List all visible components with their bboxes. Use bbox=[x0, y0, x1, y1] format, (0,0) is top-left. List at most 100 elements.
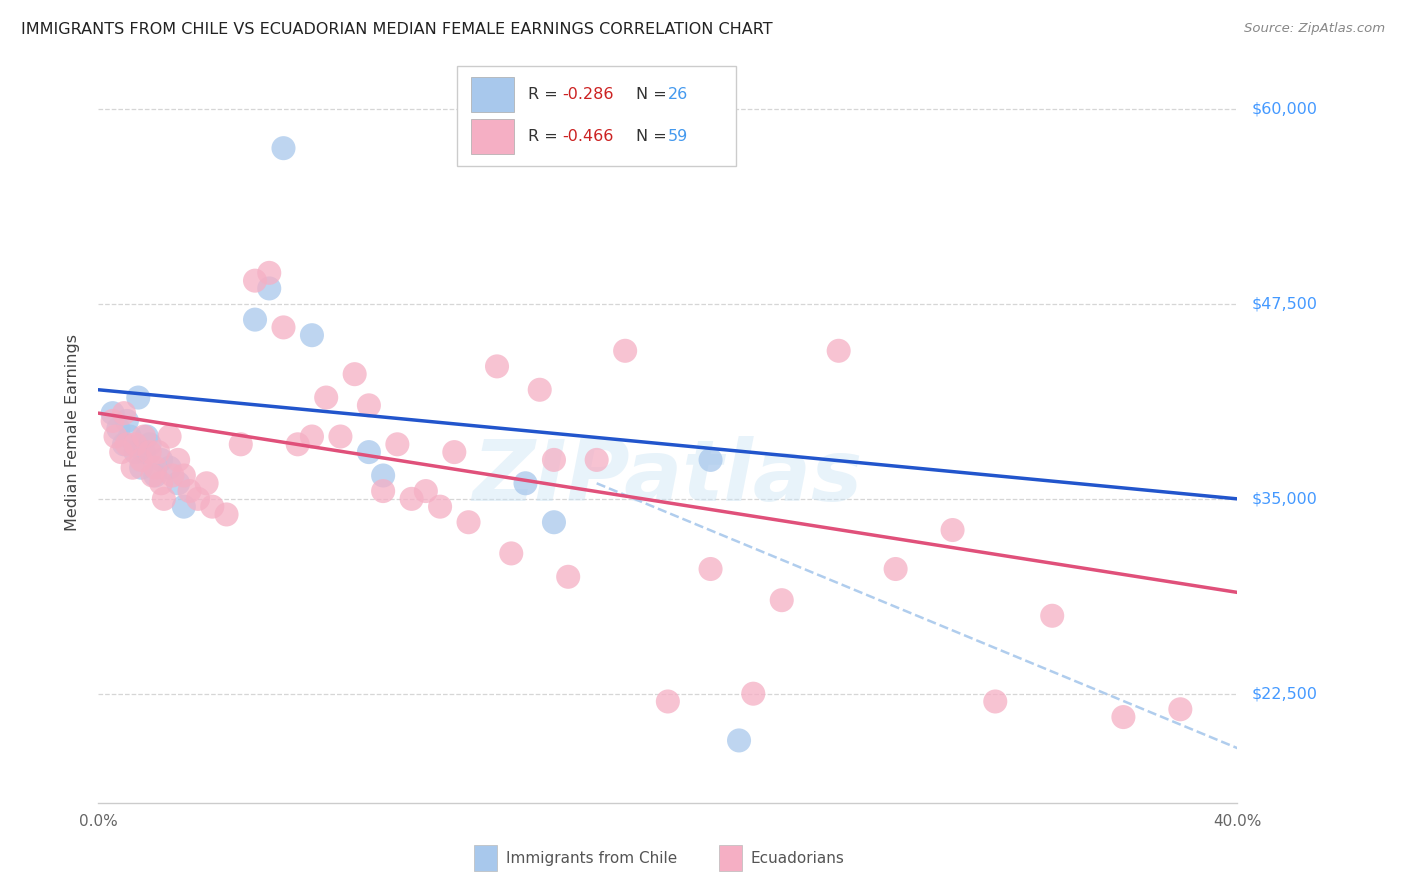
Point bbox=[273, 141, 295, 155]
Point bbox=[457, 515, 479, 529]
Point bbox=[167, 453, 190, 467]
Point bbox=[543, 453, 565, 467]
Point bbox=[173, 468, 195, 483]
Point bbox=[243, 274, 266, 288]
Point bbox=[942, 523, 965, 537]
Point bbox=[112, 437, 135, 451]
Point bbox=[215, 508, 238, 522]
Point bbox=[115, 437, 138, 451]
Point bbox=[201, 500, 224, 514]
Point bbox=[115, 414, 138, 428]
Point bbox=[129, 453, 152, 467]
Point bbox=[159, 460, 181, 475]
Point bbox=[373, 468, 395, 483]
Text: $47,500: $47,500 bbox=[1251, 296, 1317, 311]
Point bbox=[107, 422, 129, 436]
Point bbox=[118, 429, 141, 443]
Text: 59: 59 bbox=[668, 129, 688, 144]
Point bbox=[387, 437, 409, 451]
Point bbox=[529, 383, 551, 397]
Text: Ecuadorians: Ecuadorians bbox=[751, 851, 845, 866]
Text: Source: ZipAtlas.com: Source: ZipAtlas.com bbox=[1244, 22, 1385, 36]
Point bbox=[259, 266, 281, 280]
Point bbox=[515, 476, 537, 491]
Point bbox=[301, 328, 323, 343]
Point bbox=[135, 429, 157, 443]
Point bbox=[124, 445, 146, 459]
Point bbox=[401, 491, 423, 506]
Text: -0.466: -0.466 bbox=[562, 129, 613, 144]
Point bbox=[501, 546, 523, 560]
Point bbox=[301, 429, 323, 443]
Text: $60,000: $60,000 bbox=[1251, 102, 1317, 117]
Point bbox=[153, 491, 176, 506]
Point bbox=[429, 500, 451, 514]
Point bbox=[259, 281, 281, 295]
Point bbox=[112, 406, 135, 420]
FancyBboxPatch shape bbox=[718, 846, 742, 871]
Text: $22,500: $22,500 bbox=[1251, 686, 1317, 701]
Point bbox=[124, 437, 146, 451]
Point bbox=[159, 429, 181, 443]
Text: ZIPatlas: ZIPatlas bbox=[472, 435, 863, 518]
Point bbox=[162, 468, 184, 483]
Point bbox=[195, 476, 218, 491]
Point bbox=[129, 460, 152, 475]
Point bbox=[315, 391, 337, 405]
Y-axis label: Median Female Earnings: Median Female Earnings bbox=[65, 334, 80, 531]
Point bbox=[984, 694, 1007, 708]
FancyBboxPatch shape bbox=[457, 66, 737, 166]
Point bbox=[150, 453, 173, 467]
Point bbox=[585, 453, 607, 467]
Point bbox=[329, 429, 352, 443]
Point bbox=[357, 445, 380, 459]
Text: N =: N = bbox=[636, 129, 672, 144]
Point bbox=[728, 733, 751, 747]
Point bbox=[357, 398, 380, 412]
Text: 26: 26 bbox=[668, 87, 688, 102]
Point bbox=[1112, 710, 1135, 724]
Point bbox=[132, 445, 155, 459]
Point bbox=[557, 570, 579, 584]
Point bbox=[167, 476, 190, 491]
Point bbox=[343, 367, 366, 381]
FancyBboxPatch shape bbox=[471, 119, 515, 154]
Point bbox=[415, 484, 437, 499]
Point bbox=[179, 484, 201, 499]
Point bbox=[1040, 608, 1063, 623]
Text: R =: R = bbox=[527, 87, 562, 102]
Point bbox=[145, 468, 167, 483]
Text: Immigrants from Chile: Immigrants from Chile bbox=[506, 851, 678, 866]
Text: -0.286: -0.286 bbox=[562, 87, 613, 102]
Point bbox=[486, 359, 509, 374]
Point bbox=[104, 429, 127, 443]
Point bbox=[173, 500, 195, 514]
Point bbox=[443, 445, 465, 459]
Point bbox=[1170, 702, 1192, 716]
FancyBboxPatch shape bbox=[471, 77, 515, 112]
FancyBboxPatch shape bbox=[474, 846, 498, 871]
Point bbox=[138, 437, 160, 451]
Point bbox=[150, 476, 173, 491]
Point bbox=[132, 429, 155, 443]
Point bbox=[742, 687, 765, 701]
Text: N =: N = bbox=[636, 87, 672, 102]
Point bbox=[101, 406, 124, 420]
Text: IMMIGRANTS FROM CHILE VS ECUADORIAN MEDIAN FEMALE EARNINGS CORRELATION CHART: IMMIGRANTS FROM CHILE VS ECUADORIAN MEDI… bbox=[21, 22, 773, 37]
Point bbox=[145, 460, 167, 475]
Point bbox=[373, 484, 395, 499]
Point bbox=[699, 453, 721, 467]
Point bbox=[657, 694, 679, 708]
Point bbox=[101, 414, 124, 428]
Point bbox=[243, 312, 266, 326]
Point bbox=[287, 437, 309, 451]
Text: R =: R = bbox=[527, 129, 562, 144]
Point bbox=[543, 515, 565, 529]
Text: $35,000: $35,000 bbox=[1251, 491, 1317, 507]
Point bbox=[770, 593, 793, 607]
Point bbox=[699, 562, 721, 576]
Point bbox=[828, 343, 851, 358]
Point bbox=[127, 391, 149, 405]
Point bbox=[121, 460, 143, 475]
Point bbox=[273, 320, 295, 334]
